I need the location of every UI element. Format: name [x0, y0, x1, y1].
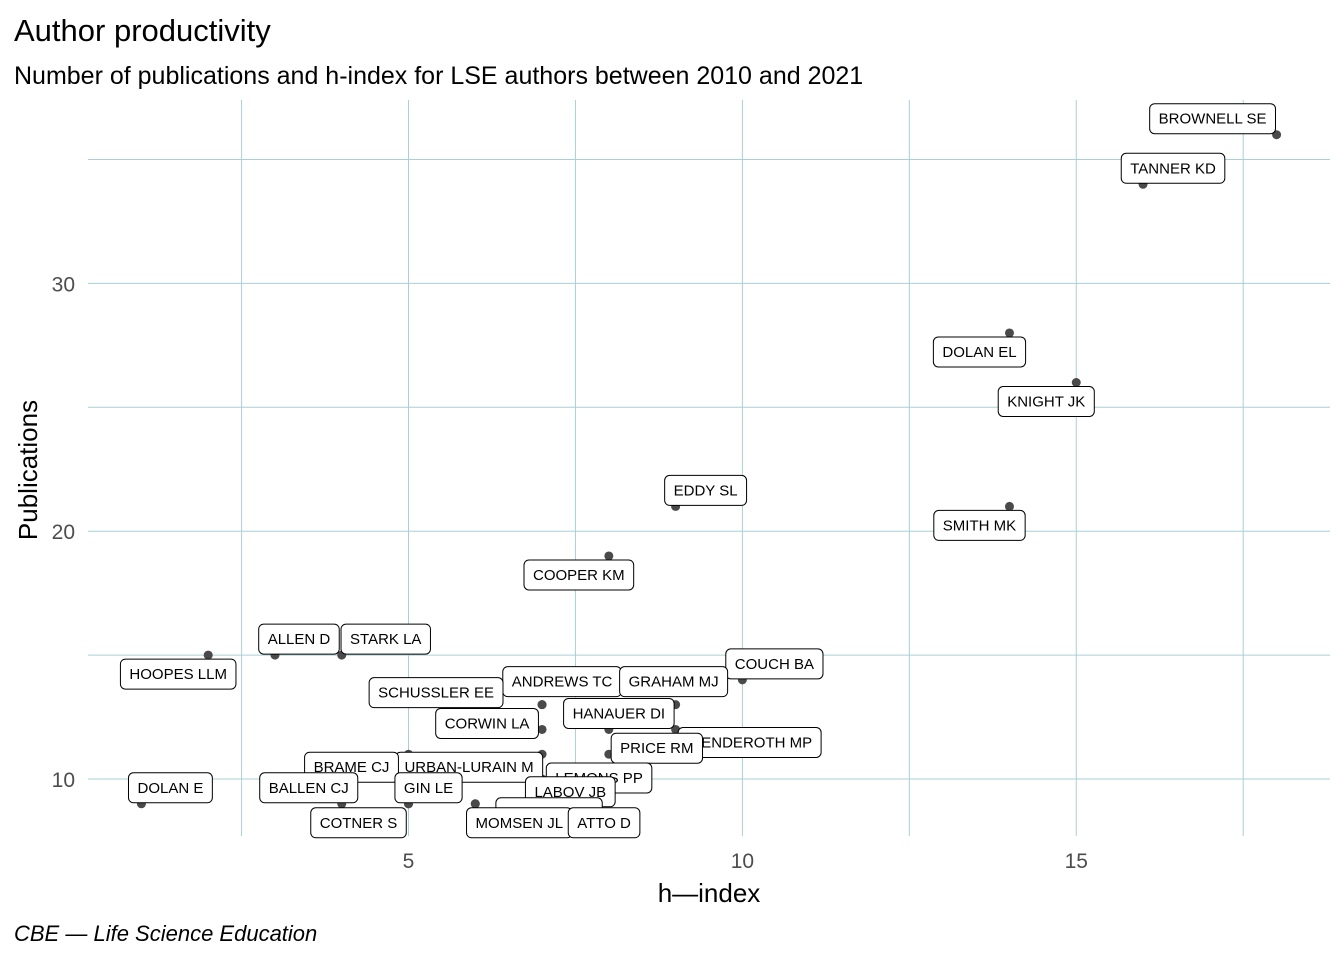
- y-axis-title: Publications: [13, 400, 43, 540]
- label-text: BALLEN CJ: [269, 780, 349, 797]
- tick-labels: 5 10 15 10 20 30: [52, 273, 1088, 873]
- point-label: WENDEROTH MP: [677, 726, 822, 758]
- label-text: COOPER KM: [533, 567, 625, 584]
- label-text: KNIGHT JK: [1007, 394, 1085, 411]
- label-box: [435, 707, 539, 739]
- label-box: [997, 386, 1095, 418]
- point-label: CORWIN LA: [435, 707, 539, 739]
- label-text: COUCH BA: [735, 656, 814, 673]
- point-label: ALLEN D: [258, 623, 340, 655]
- label-box: [394, 772, 463, 804]
- point-label: COTNER S: [310, 807, 407, 839]
- chart-title: Author productivity: [14, 13, 271, 48]
- data-point: [604, 551, 614, 561]
- point-label: GIN LE: [394, 772, 463, 804]
- label-text: CORWIN LA: [445, 715, 530, 732]
- label-box: [932, 336, 1027, 368]
- label-box: [664, 474, 748, 506]
- label-text: ALLEN D: [268, 631, 331, 648]
- label-text: MOMSEN JL: [476, 815, 564, 832]
- point-label: COUCH BA: [725, 648, 824, 680]
- label-box: [523, 559, 635, 591]
- label-box: [127, 772, 213, 804]
- label-text: SCHUSSLER EE: [378, 685, 494, 702]
- label-text: PRICE RM: [620, 740, 693, 757]
- y-tick-label: 20: [52, 521, 75, 544]
- point-label: HANAUER DI: [563, 697, 675, 729]
- label-text: GIN LE: [404, 780, 453, 797]
- data-point: [203, 650, 213, 660]
- data-point: [1004, 328, 1014, 338]
- label-text: BROWNELL SE: [1159, 111, 1267, 128]
- label-text: TANNER KD: [1130, 160, 1216, 177]
- x-tick-label: 10: [731, 850, 754, 873]
- label-text: GRAHAM MJ: [629, 674, 719, 691]
- points-layer: [136, 130, 1282, 809]
- label-box: [310, 807, 407, 839]
- label-box: [567, 807, 641, 839]
- point-label: STARK LA: [340, 623, 431, 655]
- point-label: BRAME CJ: [304, 751, 399, 783]
- label-box: [1120, 152, 1226, 184]
- label-text: URBAN-LURAIN M: [404, 759, 533, 776]
- point-label: HOOPES LLM: [119, 658, 237, 690]
- label-text: ATTO D: [577, 815, 631, 832]
- data-point: [537, 700, 547, 710]
- label-text: WENDEROTH MP: [687, 734, 812, 751]
- label-text: HANAUER DI: [573, 705, 666, 722]
- point-label: ATTO D: [567, 807, 641, 839]
- label-text: LABOV JB: [534, 784, 606, 801]
- label-box: [610, 732, 704, 764]
- labels-layer: BROWNELL SE TANNER KD DOLAN EL KNIGHT JK SMI…: [119, 103, 1276, 839]
- label-box: [340, 623, 431, 655]
- data-point: [470, 799, 480, 809]
- y-tick-label: 10: [52, 769, 75, 792]
- label-box: [933, 509, 1026, 541]
- point-label: DOLAN EL: [932, 336, 1027, 368]
- point-label: COOPER KM: [523, 559, 635, 591]
- data-point: [537, 724, 547, 734]
- point-label: MOMSEN JL: [466, 807, 573, 839]
- label-text: STARK LA: [350, 631, 421, 648]
- label-box: [563, 697, 675, 729]
- x-axis-title: h—index: [658, 878, 761, 908]
- point-label: EDDY SL: [664, 474, 748, 506]
- x-tick-label: 5: [403, 850, 415, 873]
- label-text: ANDREWS TC: [512, 674, 613, 691]
- label-box: [725, 648, 824, 680]
- label-box: [258, 623, 340, 655]
- label-box: [619, 666, 729, 698]
- point-label: ANDREWS TC: [502, 666, 622, 698]
- point-label: BROWNELL SE: [1149, 103, 1276, 135]
- label-text: HOOPES LLM: [129, 666, 227, 683]
- y-tick-label: 30: [52, 273, 75, 296]
- label-text: EDDY SL: [674, 482, 738, 499]
- point-label: TANNER KD: [1120, 152, 1226, 184]
- point-label: SCHUSSLER EE: [368, 677, 504, 709]
- label-box: [1149, 103, 1276, 135]
- label-text: DOLAN E: [137, 780, 203, 797]
- point-label: KNIGHT JK: [997, 386, 1095, 418]
- label-text: BRAME CJ: [314, 759, 390, 776]
- point-label: DOLAN E: [127, 772, 213, 804]
- label-box: [259, 772, 359, 804]
- label-text: SMITH MK: [943, 517, 1016, 534]
- point-label: SMITH MK: [933, 509, 1026, 541]
- label-text: DOLAN EL: [942, 344, 1016, 361]
- chart-subtitle: Number of publications and h-index for L…: [14, 62, 863, 90]
- point-label: BALLEN CJ: [259, 772, 359, 804]
- point-label: PRICE RM: [610, 732, 704, 764]
- grid: [88, 100, 1330, 836]
- label-box: [368, 677, 504, 709]
- label-text: COTNER S: [320, 815, 398, 832]
- chart-caption: CBE — Life Science Education: [14, 921, 317, 946]
- data-point: [1071, 378, 1081, 388]
- x-tick-label: 15: [1065, 850, 1088, 873]
- point-label: GRAHAM MJ: [619, 666, 729, 698]
- label-box: [119, 658, 237, 690]
- data-point: [1004, 501, 1014, 511]
